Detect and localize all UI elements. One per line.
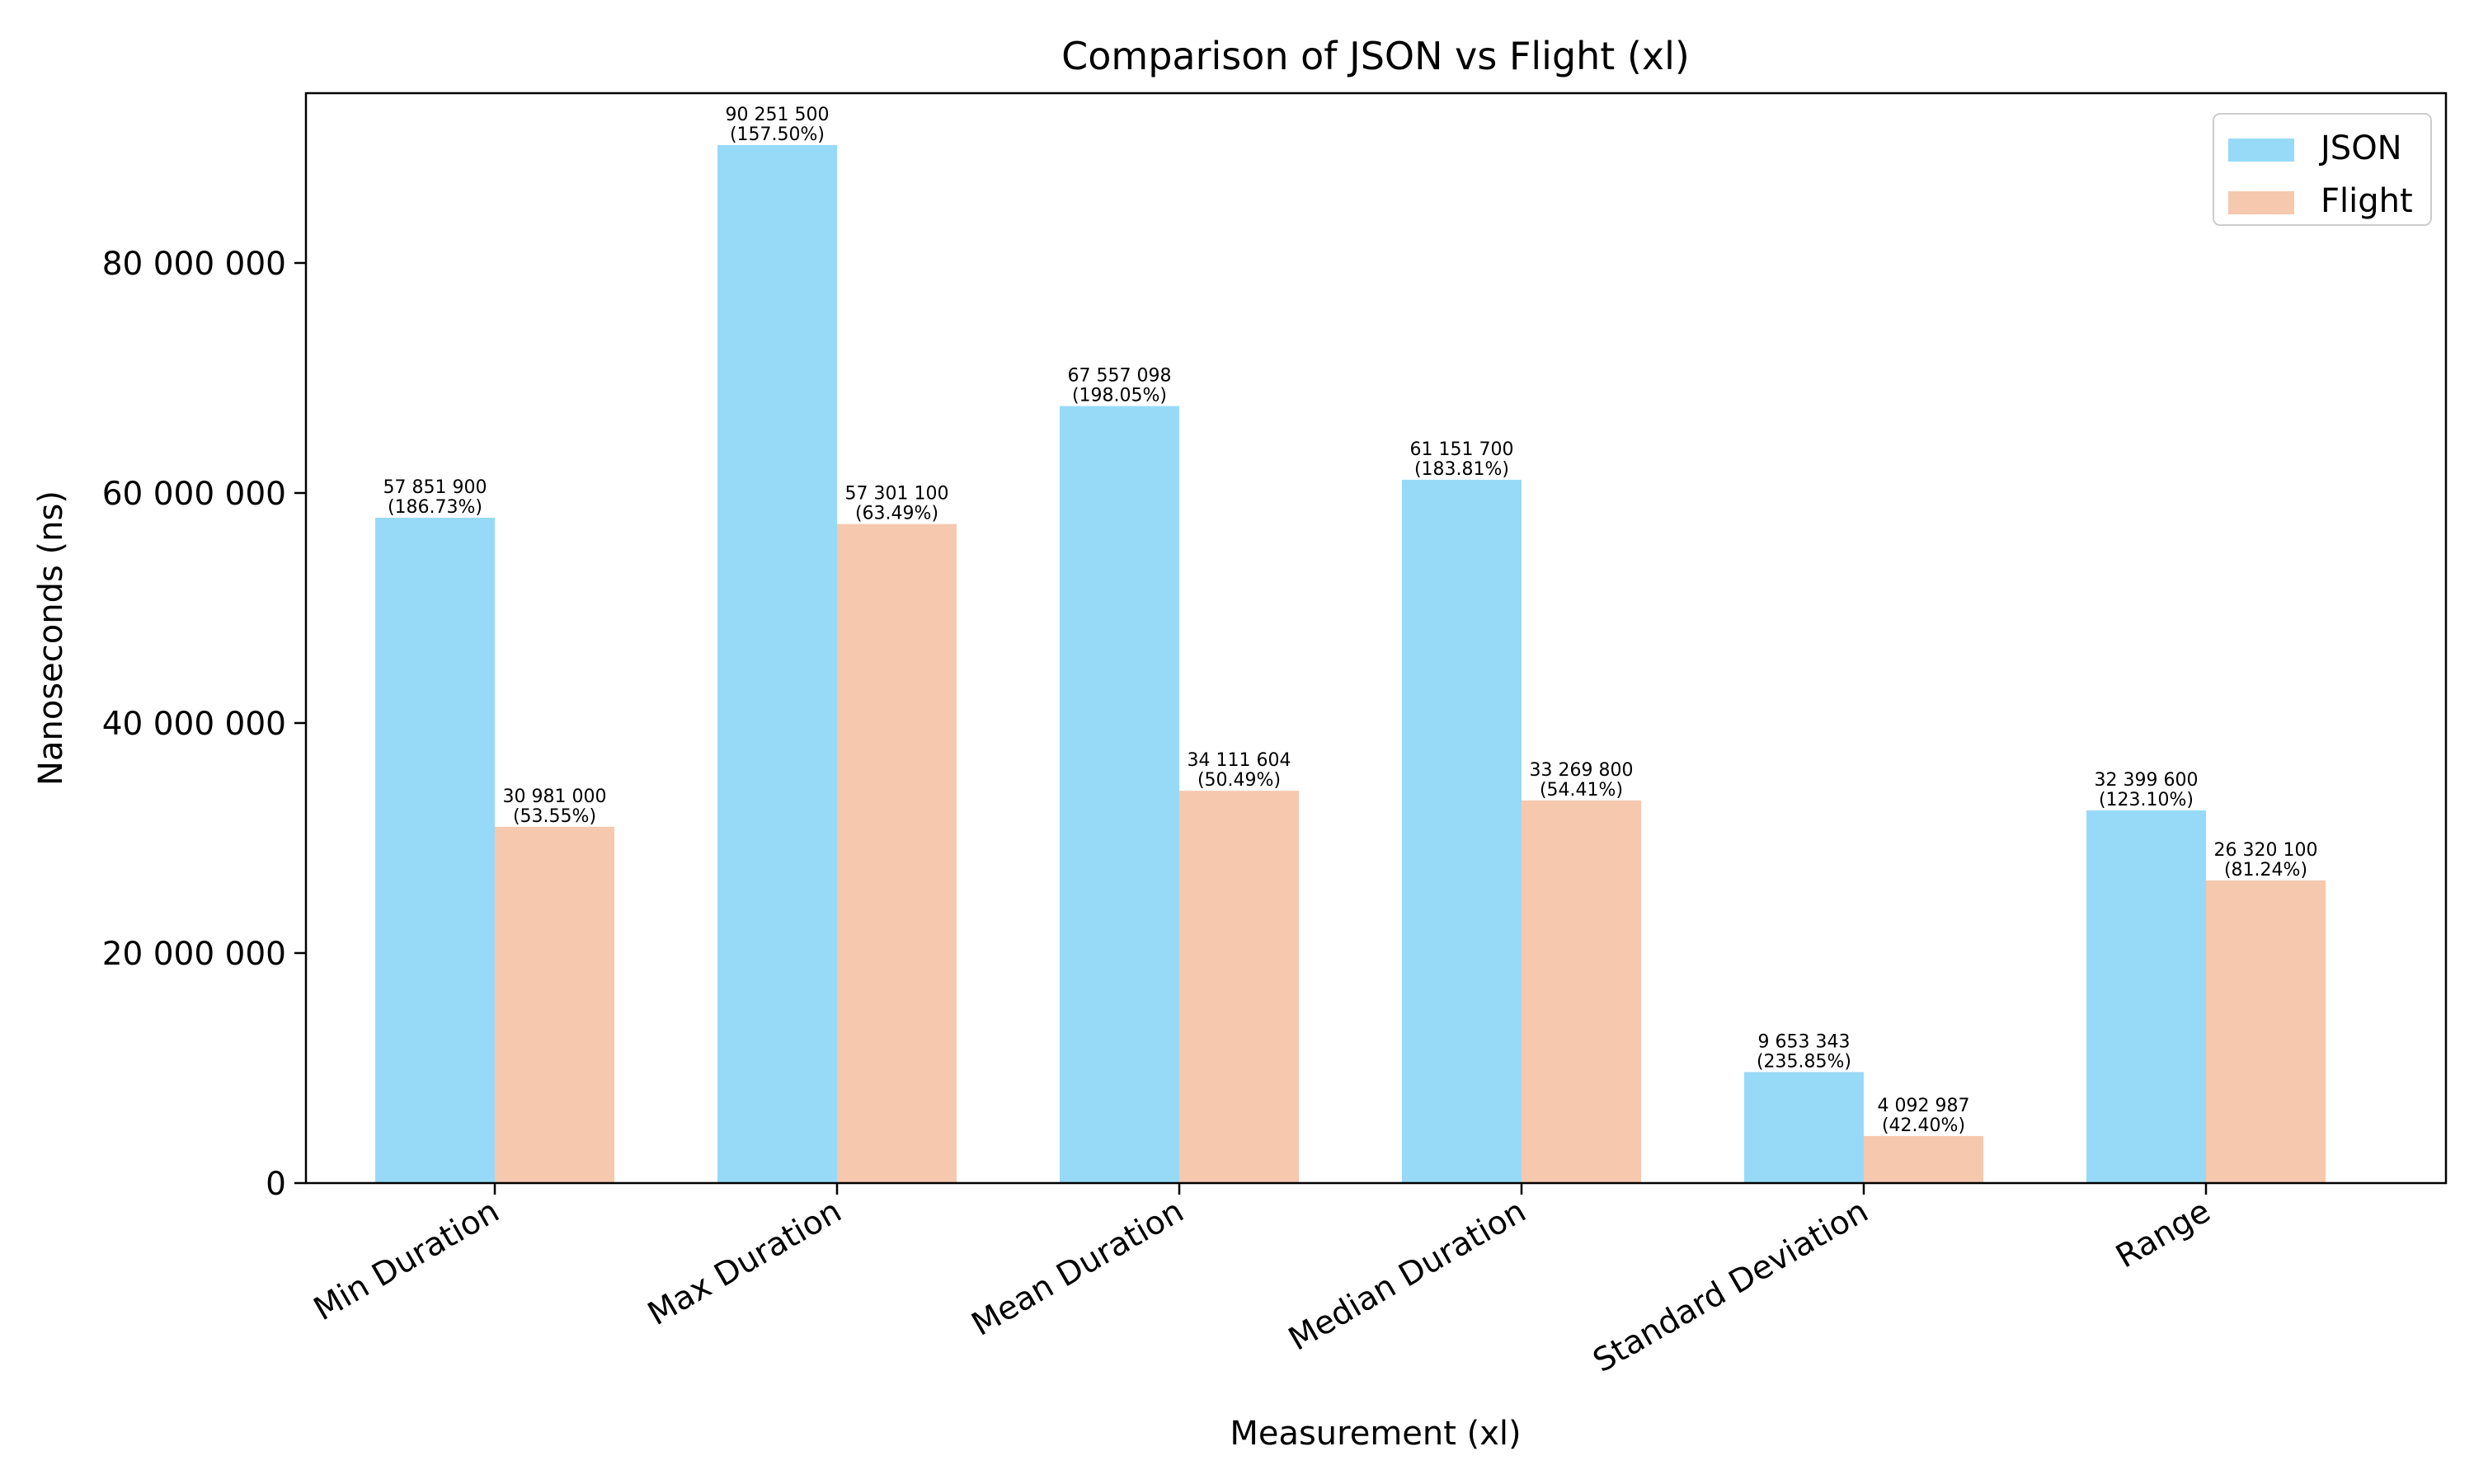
bar-percent-label: (123.10%) xyxy=(2099,790,2194,810)
y-axis: 0 20 000 000 40 000 000 60 000 000 80 000 00… xyxy=(102,246,306,1203)
bar-json-1 xyxy=(375,517,495,1183)
legend-swatch-json xyxy=(2228,139,2294,162)
x-tick-label: Median Duration xyxy=(1282,1193,1532,1359)
bar-flight-2 xyxy=(837,524,957,1183)
bar-value-label: 57 301 100 xyxy=(845,484,949,505)
bar-json-4 xyxy=(1402,479,1522,1183)
bar-json-6 xyxy=(2086,810,2206,1183)
bar-value-label: 57 851 900 xyxy=(383,477,487,498)
bar-percent-label: (186.73%) xyxy=(388,497,482,518)
bar-json-5 xyxy=(1744,1072,1864,1183)
bar-value-label: 33 269 800 xyxy=(1530,760,1634,781)
y-tick-label: 0 xyxy=(266,1166,286,1203)
legend: JSON Flight xyxy=(2213,113,2432,226)
bar-percent-label: (42.40%) xyxy=(1882,1115,1965,1136)
bar-flight-1 xyxy=(495,826,614,1183)
bar-value-label: 90 251 500 xyxy=(726,105,830,125)
bar-json-2 xyxy=(717,144,837,1183)
bar-percent-label: (63.49%) xyxy=(855,504,938,524)
bar-value-label: 26 320 100 xyxy=(2214,840,2318,861)
plot-bars xyxy=(375,144,2326,1183)
y-tick-label: 40 000 000 xyxy=(102,706,286,743)
bar-value-label: 34 111 604 xyxy=(1188,750,1291,771)
x-axis: Min Duration Max Duration Mean Duration Med… xyxy=(308,1183,2217,1380)
x-tick-label: Min Duration xyxy=(308,1193,506,1328)
bar-value-label: 4 092 987 xyxy=(1878,1096,1970,1116)
x-tick-label: Standard Deviation xyxy=(1587,1193,1874,1380)
bar-percent-label: (183.81%) xyxy=(1414,459,1509,480)
bar-percent-label: (198.05%) xyxy=(1072,386,1167,406)
bar-value-label: 32 399 600 xyxy=(2095,770,2199,791)
x-tick-label: Mean Duration xyxy=(966,1193,1190,1344)
legend-label-json: JSON xyxy=(2318,129,2402,167)
y-tick-label: 20 000 000 xyxy=(102,936,286,973)
x-axis-label: Measurement (xl) xyxy=(1230,1415,1521,1453)
bar-json-3 xyxy=(1060,406,1179,1183)
y-tick-label: 60 000 000 xyxy=(102,476,286,513)
bar-percent-label: (157.50%) xyxy=(730,124,825,145)
x-tick-label: Max Duration xyxy=(642,1193,848,1333)
bar-flight-5 xyxy=(1864,1135,1983,1183)
chart-title: Comparison of JSON vs Flight (xl) xyxy=(1061,34,1690,78)
bar-value-label: 30 981 000 xyxy=(503,787,607,807)
bar-percent-label: (53.55%) xyxy=(513,806,596,827)
legend-swatch-flight xyxy=(2228,191,2294,214)
legend-label-flight: Flight xyxy=(2321,182,2413,220)
bar-labels: 57 851 900(186.73%) 90 251 500(157.50%) 67… xyxy=(383,105,2318,1136)
y-tick-label: 80 000 000 xyxy=(102,246,286,283)
bar-flight-3 xyxy=(1179,791,1299,1183)
bar-percent-label: (81.24%) xyxy=(2224,860,2307,881)
bar-value-label: 61 151 700 xyxy=(1410,439,1514,460)
bar-value-label: 9 653 343 xyxy=(1758,1031,1851,1052)
plot-frame xyxy=(304,92,2448,1185)
bar-percent-label: (235.85%) xyxy=(1757,1051,1851,1072)
y-axis-label: Nanoseconds (ns) xyxy=(32,491,70,786)
x-tick-label: Range xyxy=(2109,1193,2217,1276)
bar-flight-6 xyxy=(2206,880,2326,1183)
bar-percent-label: (50.49%) xyxy=(1197,770,1281,791)
bar-percent-label: (54.41%) xyxy=(1540,780,1623,801)
bar-value-label: 67 557 098 xyxy=(1068,366,1172,387)
bar-flight-4 xyxy=(1522,800,1641,1183)
